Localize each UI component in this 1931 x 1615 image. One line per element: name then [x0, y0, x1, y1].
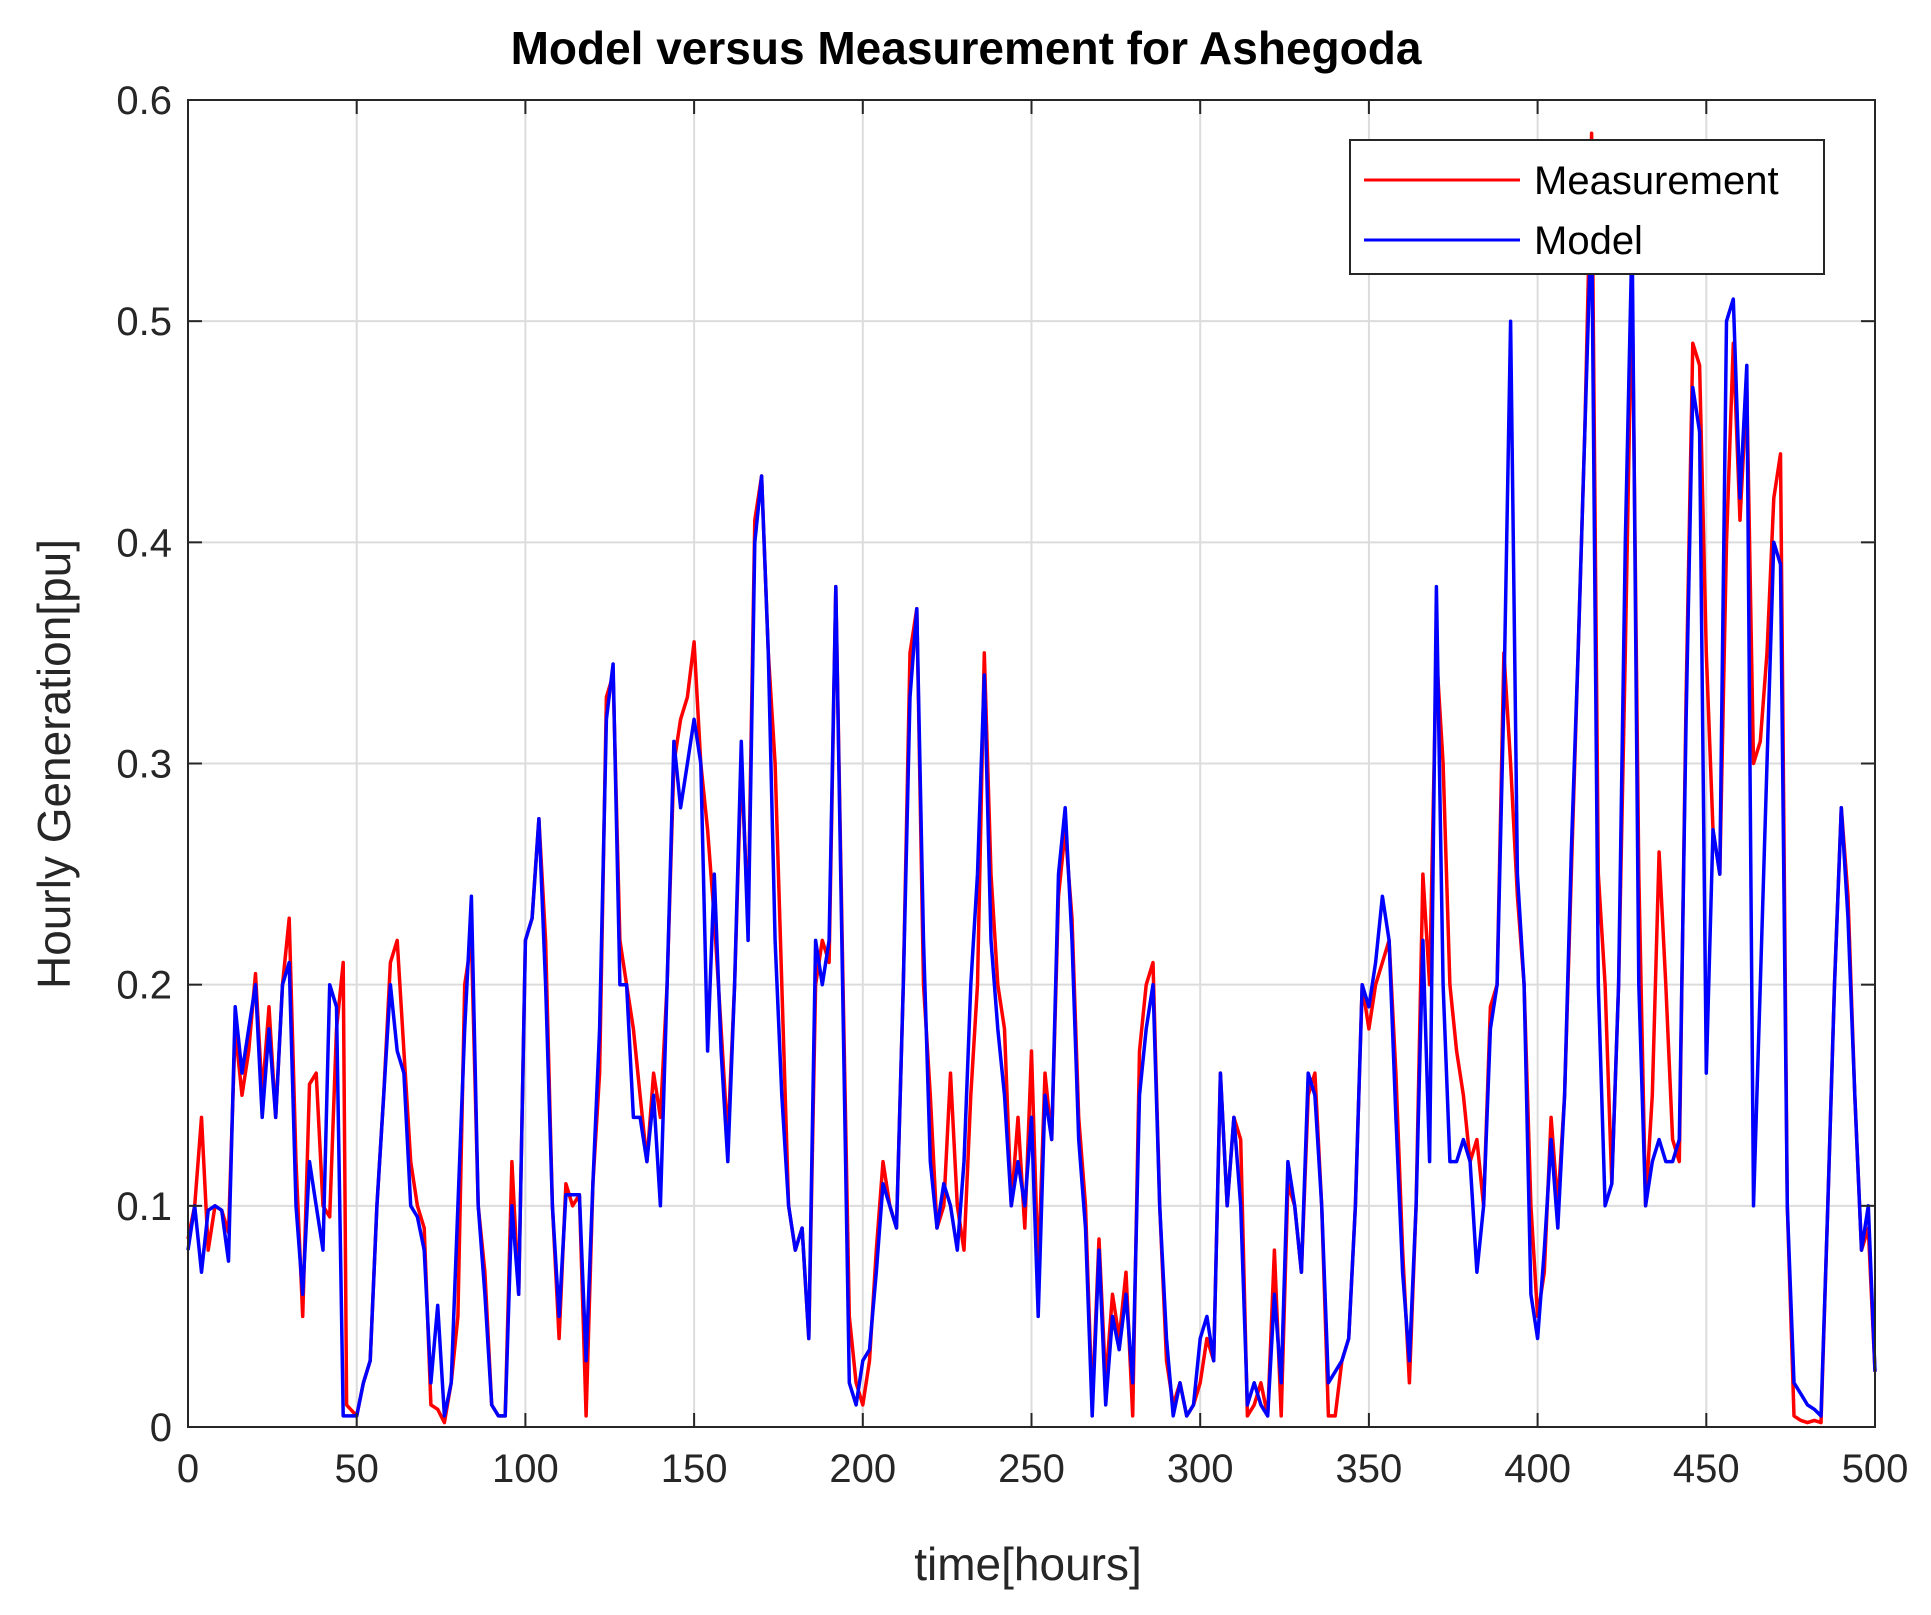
series-layer: [186, 131, 1877, 1425]
y-axis-ticks: 0 0.1 0.2 0.3 0.4 0.5 0.6: [116, 79, 1875, 1450]
series-line-model: [186, 208, 1877, 1418]
x-tick-label-9: 450: [1673, 1447, 1740, 1491]
x-tick-label-3: 150: [661, 1447, 728, 1491]
x-tick-label-5: 250: [998, 1447, 1065, 1491]
y-tick-label-1: 0.1: [116, 1185, 172, 1229]
y-tick-label-6: 0.6: [116, 79, 172, 123]
x-tick-label-6: 300: [1167, 1447, 1234, 1491]
x-tick-label-4: 200: [829, 1447, 896, 1491]
x-tick-label-1: 50: [334, 1447, 379, 1491]
legend-label-measurement: Measurement: [1534, 159, 1779, 203]
y-tick-label-2: 0.2: [116, 964, 172, 1008]
x-axis-ticks: 0 50 100 150 200 250 300 350 400 450 500: [177, 100, 1909, 1491]
y-tick-label-4: 0.4: [116, 521, 172, 565]
chart-title: Model versus Measurement for Ashegoda: [511, 22, 1422, 74]
legend-box: [1349, 139, 1825, 275]
y-tick-label-5: 0.5: [116, 300, 172, 344]
x-tick-label-8: 400: [1504, 1447, 1571, 1491]
x-tick-label-7: 350: [1336, 1447, 1403, 1491]
legend: Measurement Model: [1349, 139, 1825, 275]
legend-label-model: Model: [1534, 219, 1643, 263]
x-axis-label: time[hours]: [914, 1538, 1142, 1590]
y-tick-label-3: 0.3: [116, 743, 172, 787]
y-tick-label-0: 0: [150, 1406, 172, 1450]
x-tick-label-0: 0: [177, 1447, 199, 1491]
y-axis-label: Hourly Generation[pu]: [28, 539, 80, 989]
x-tick-label-2: 100: [492, 1447, 559, 1491]
x-tick-label-10: 500: [1842, 1447, 1909, 1491]
